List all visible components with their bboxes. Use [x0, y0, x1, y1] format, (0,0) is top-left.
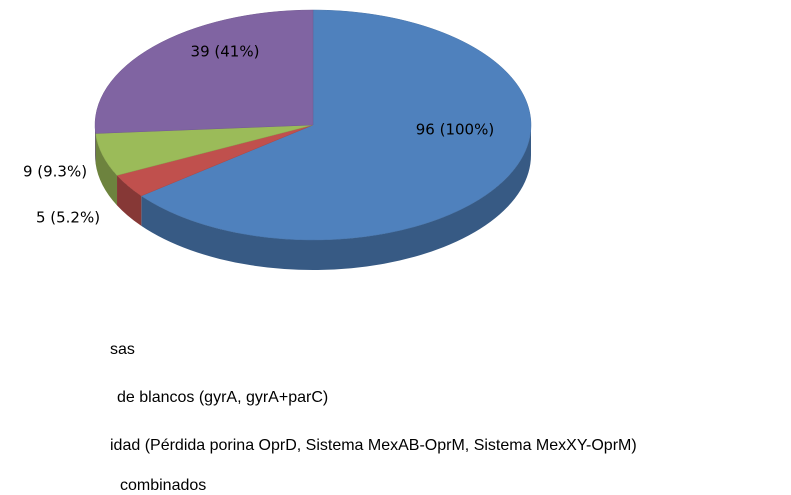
pie-slice: [140, 9, 532, 241]
pie-slice: [94, 9, 314, 134]
legend-label: sas: [110, 341, 135, 358]
data-label: 96 (100%): [416, 121, 494, 139]
pie-side: [141, 125, 531, 270]
data-label: 5 (5.2%): [36, 209, 100, 227]
pie-side: [95, 125, 96, 164]
data-label: 39 (41%): [191, 43, 260, 61]
legend-label: combinados: [120, 477, 206, 494]
pie-side: [95, 133, 118, 206]
legend-label: idad (Pérdida porina OprD, Sistema MexAB…: [110, 437, 637, 454]
data-label: 9 (9.3%): [23, 163, 87, 181]
pie-side: [117, 175, 142, 226]
legend-label: de blancos (gyrA, gyrA+parC): [117, 389, 328, 406]
